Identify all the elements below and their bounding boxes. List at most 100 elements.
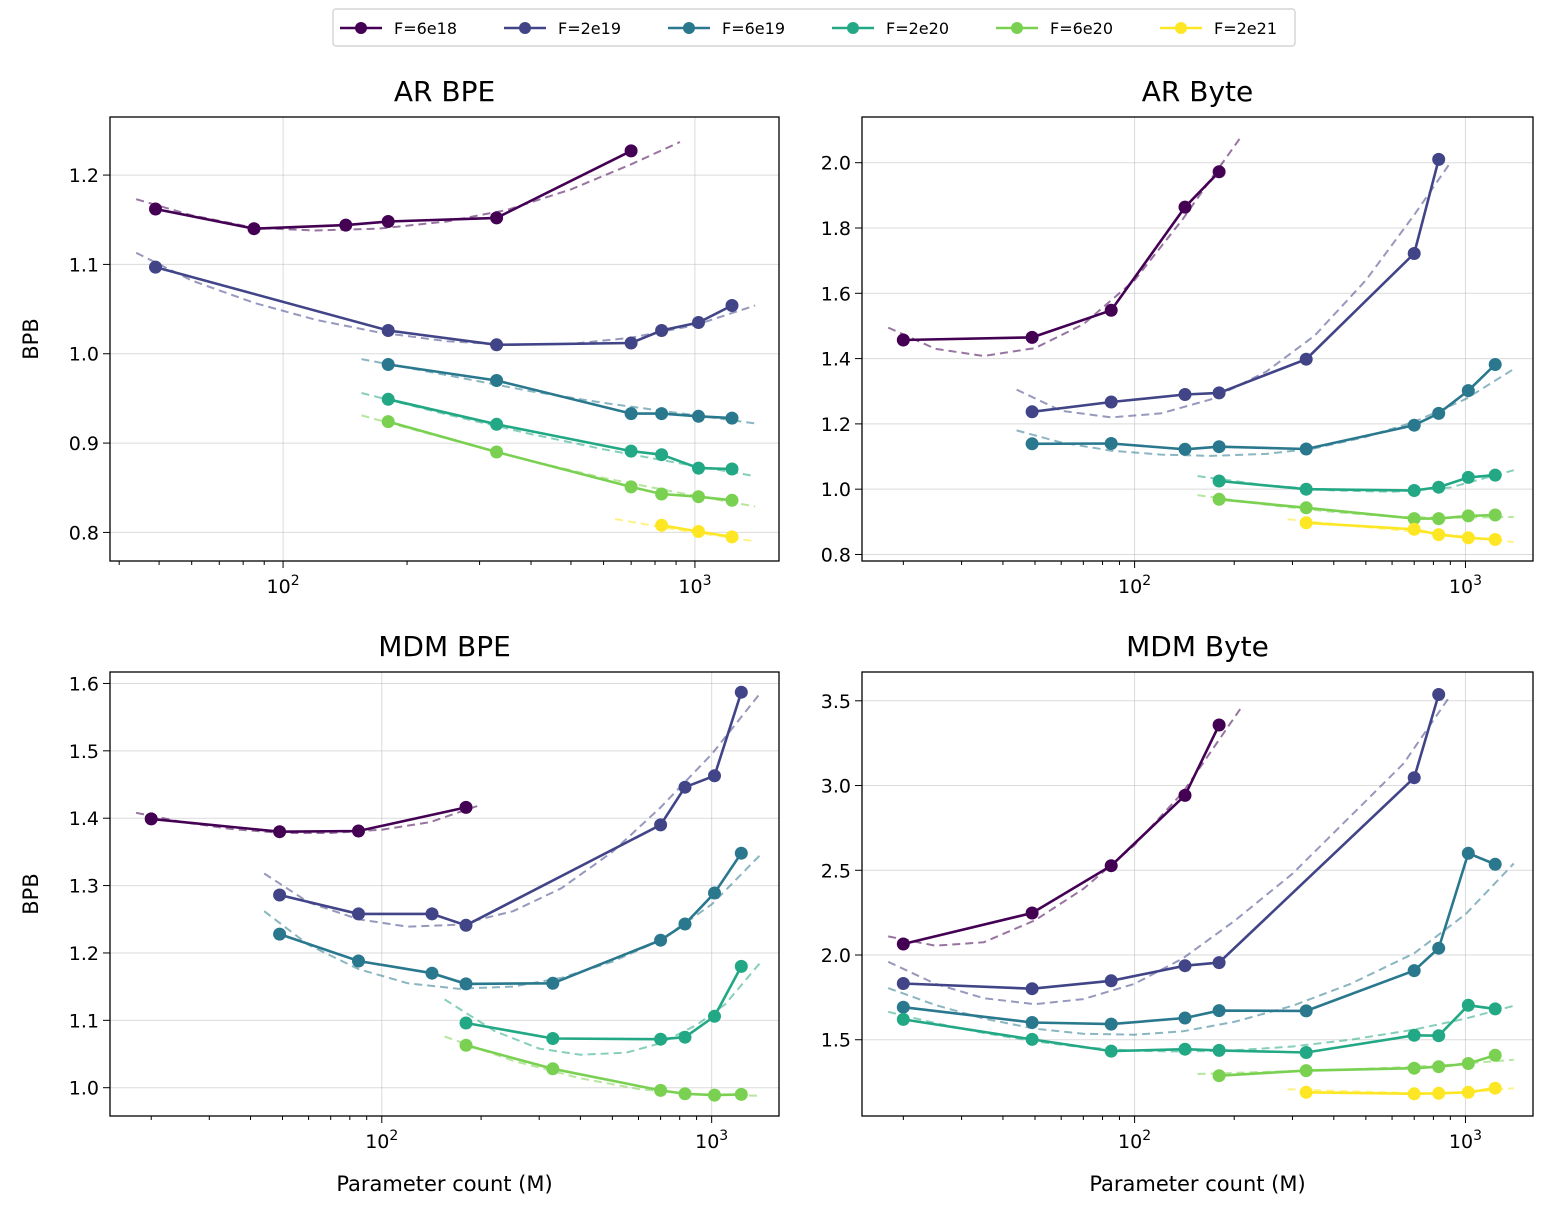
y-tick-label: 1.4	[69, 808, 99, 830]
data-point-f-2e20	[1212, 1043, 1226, 1057]
data-point-f-6e19	[708, 886, 721, 900]
y-tick-label: 1.8	[821, 218, 851, 240]
series-line-f-6e19	[903, 851, 1496, 1026]
y-tick-label: 1.0	[821, 479, 851, 501]
x-tick-label: 102	[1118, 1128, 1151, 1153]
data-point-f-2e19	[459, 918, 473, 932]
data-point-f-6e18	[1104, 303, 1118, 317]
x-tick-label: 103	[678, 573, 711, 598]
fit-curve-f-2e21	[1287, 1087, 1514, 1095]
y-tick-label: 1.2	[821, 414, 851, 436]
data-point-f-6e18	[1178, 788, 1192, 802]
y-tick-label: 2.0	[821, 945, 851, 967]
panel-ar-byte: 102 103 0.8 1.0 1.2 1.4 1.6 1.8 2.0 AR Byte	[821, 75, 1534, 598]
legend-label-f-2e21: F=2e21	[1214, 19, 1277, 38]
data-point-f-6e20	[1488, 508, 1502, 522]
fit-curve-f-2e20	[444, 962, 761, 1056]
axes-frame	[109, 671, 780, 1117]
series-line-f-2e20	[903, 1003, 1496, 1054]
data-point-f-6e18	[624, 144, 638, 158]
data-point-f-6e18	[896, 333, 910, 347]
data-point-f-6e19	[1299, 442, 1313, 456]
data-point-f-6e19	[654, 933, 668, 947]
axes-frame	[861, 116, 1534, 562]
data-point-f-2e19	[734, 685, 748, 699]
axes-frame	[109, 116, 780, 562]
legend-label-f-6e20: F=6e20	[1050, 19, 1113, 38]
data-point-f-6e20	[1299, 1064, 1313, 1078]
data-point-f-6e18	[1025, 330, 1039, 344]
data-point-f-6e20	[678, 1087, 692, 1101]
data-point-f-2e21	[1432, 1086, 1446, 1100]
data-point-f-6e19	[425, 966, 439, 980]
data-point-f-2e19	[1178, 959, 1192, 973]
y-axis-label: BPB	[19, 318, 43, 359]
data-point-f-6e18	[1178, 200, 1192, 214]
data-point-f-6e18	[247, 222, 261, 236]
fit-curve-f-2e19	[135, 251, 756, 346]
x-tick-label: 102	[267, 573, 300, 598]
data-point-f-2e19	[1407, 771, 1421, 785]
y-tick-label: 1.2	[69, 943, 99, 965]
data-point-f-2e19	[1025, 405, 1039, 419]
panel-ar-bpe: 102 103 0.8 0.9 1.0 1.1 1.2 AR BPE BPB	[19, 75, 780, 598]
plot-area	[135, 141, 756, 544]
data-point-f-6e19	[1407, 418, 1421, 432]
data-point-f-6e18	[149, 202, 162, 216]
fit-curve-f-6e18	[135, 803, 482, 834]
legend-swatch-marker-f-6e20	[1011, 22, 1023, 34]
y-tick-label: 1.5	[821, 1030, 851, 1052]
data-point-f-2e19	[896, 977, 910, 990]
data-point-f-6e20	[1407, 512, 1421, 526]
data-point-f-6e20	[692, 490, 705, 504]
y-tick-label: 0.8	[69, 522, 99, 544]
data-point-f-2e19	[1178, 388, 1192, 401]
series-line-f-2e19	[903, 694, 1440, 991]
data-point-f-6e19	[678, 917, 692, 931]
data-point-f-6e20	[725, 493, 739, 507]
panel-title: MDM BPE	[378, 630, 511, 663]
x-tick-label: 102	[1118, 573, 1151, 598]
data-point-f-6e19	[459, 977, 473, 991]
plot-area	[887, 136, 1515, 546]
data-point-f-6e19	[352, 954, 365, 968]
x-tick-label: 103	[695, 1128, 728, 1153]
data-point-f-2e19	[1104, 395, 1118, 409]
data-point-f-2e19	[692, 316, 705, 329]
data-point-f-6e19	[1461, 846, 1475, 860]
y-tick-label: 3.5	[821, 691, 851, 713]
fit-curve-f-2e19	[1016, 162, 1452, 419]
data-point-f-2e21	[1461, 1085, 1475, 1099]
data-point-f-2e19	[352, 907, 365, 921]
data-point-f-6e19	[624, 407, 638, 421]
legend-label-f-2e20: F=2e20	[886, 19, 949, 38]
data-point-f-2e20	[1461, 470, 1475, 484]
data-point-f-2e20	[1212, 474, 1226, 488]
data-point-f-6e18	[1212, 718, 1226, 732]
data-point-f-6e20	[655, 487, 669, 501]
data-point-f-6e20	[654, 1083, 668, 1097]
y-tick-label: 1.3	[69, 876, 99, 898]
series-line-f-6e19	[279, 852, 743, 986]
fit-curve-f-6e20	[444, 1035, 760, 1097]
data-point-f-2e21	[1432, 528, 1446, 542]
legend-swatch-marker-f-6e18	[355, 22, 367, 34]
fit-curve-f-6e19	[1016, 368, 1515, 457]
data-point-f-6e19	[1488, 358, 1502, 371]
data-point-f-6e20	[1461, 1057, 1475, 1070]
data-point-f-6e19	[1104, 1017, 1118, 1031]
y-tick-label: 0.8	[821, 544, 851, 566]
data-point-f-2e20	[624, 444, 638, 458]
data-point-f-2e20	[1178, 1042, 1192, 1056]
data-point-f-6e20	[1212, 492, 1226, 506]
data-point-f-2e19	[678, 780, 692, 794]
fit-curve-f-2e21	[614, 518, 756, 543]
data-point-f-6e20	[1461, 509, 1475, 523]
legend-swatch-marker-f-2e21	[1175, 22, 1187, 34]
legend-box	[332, 8, 1296, 47]
data-point-f-6e18	[273, 825, 287, 839]
data-point-f-2e21	[1407, 522, 1421, 536]
data-point-f-2e20	[1488, 468, 1502, 482]
data-point-f-2e20	[1299, 482, 1313, 496]
data-point-f-2e19	[725, 299, 739, 312]
